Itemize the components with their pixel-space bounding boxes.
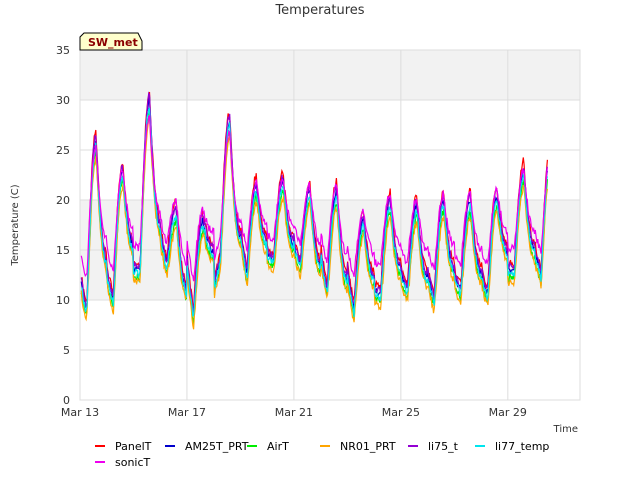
series-line-li75_t <box>80 91 548 315</box>
y-tick-label: 25 <box>56 144 70 157</box>
chart-title: Temperatures <box>274 3 364 18</box>
legend-label: NR01_PRT <box>340 440 396 453</box>
x-tick-label: Mar 13 <box>61 406 99 419</box>
legend-label: AirT <box>267 440 289 453</box>
legend-item-NR01_PRT: NR01_PRT <box>320 440 396 453</box>
series-line-NR01_PRT <box>80 115 548 330</box>
band-1 <box>80 50 580 100</box>
y-tick-label: 35 <box>56 44 70 57</box>
x-tick-label: Mar 25 <box>382 406 420 419</box>
y-tick-label: 30 <box>56 94 70 107</box>
site-tag-label: SW_met <box>88 36 138 49</box>
y-tick-label: 5 <box>63 344 70 357</box>
y-tick-label: 0 <box>63 394 70 407</box>
legend-item-PanelT: PanelT <box>95 440 152 453</box>
site-tag-badge: SW_met <box>79 32 143 51</box>
legend-label: li75_t <box>428 440 459 453</box>
y-tick-label: 10 <box>56 294 70 307</box>
legend-item-li77_temp: li77_temp <box>475 440 549 453</box>
series-layer <box>80 91 548 330</box>
legend: PanelT AM25T_PRT AirT NR01_PRT li75_t li77_te… <box>95 440 549 469</box>
legend-label: li77_temp <box>495 440 549 453</box>
x-tick-label: Mar 21 <box>275 406 313 419</box>
legend-item-sonicT: sonicT <box>95 456 151 469</box>
plot-frame <box>79 49 581 401</box>
x-tick-label: Mar 29 <box>489 406 527 419</box>
x-tick-label: Mar 17 <box>168 406 206 419</box>
x-axis-ticks: Mar 13 Mar 17 Mar 21 Mar 25 Mar 29 <box>61 406 527 419</box>
legend-item-AirT: AirT <box>247 440 289 453</box>
y-tick-label: 20 <box>56 194 70 207</box>
y-tick-label: 15 <box>56 244 70 257</box>
x-axis-label: Time <box>553 424 578 435</box>
legend-item-AM25T_PRT: AM25T_PRT <box>165 440 249 453</box>
legend-item-li75_t: li75_t <box>408 440 459 453</box>
y-axis-ticks: 0 5 10 15 20 25 30 35 <box>56 44 70 407</box>
series-line-sonicT <box>80 115 548 282</box>
legend-label: sonicT <box>115 456 151 469</box>
site-tag-box <box>79 32 143 51</box>
legend-label: AM25T_PRT <box>185 440 249 453</box>
legend-label: PanelT <box>115 440 152 453</box>
series-line-li77_temp <box>81 107 548 317</box>
y-axis-label: Temperature (C) <box>10 184 21 266</box>
